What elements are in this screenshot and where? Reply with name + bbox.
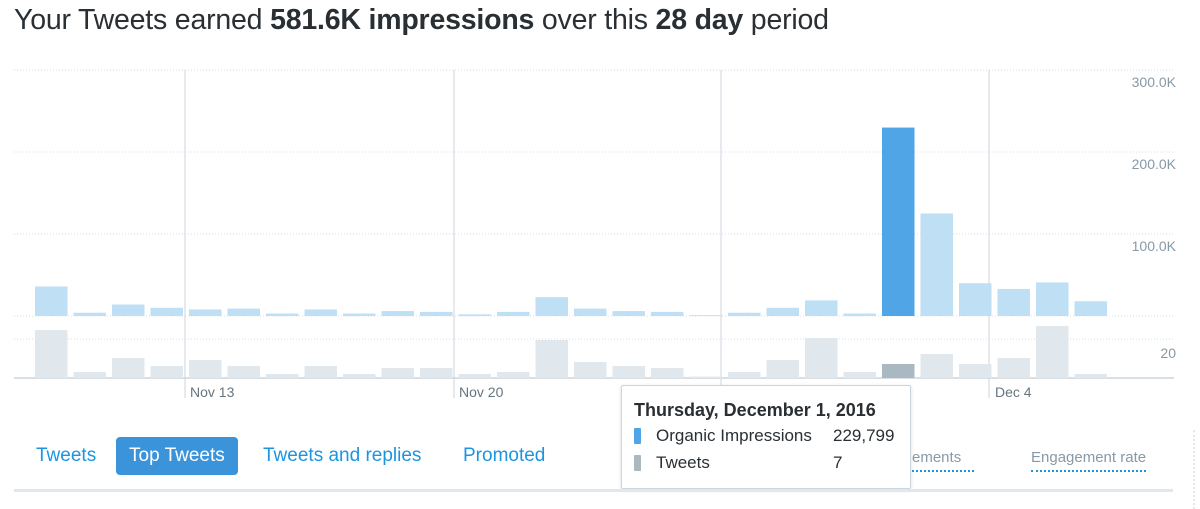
impressions-bar	[497, 311, 530, 316]
tab-tweets-and-replies[interactable]: Tweets and replies	[263, 445, 422, 466]
organic-swatch	[634, 428, 641, 444]
tweets-bar	[381, 368, 414, 378]
tweets-bar	[227, 366, 260, 378]
impressions-bar	[689, 315, 722, 316]
tweets-bar	[343, 374, 376, 378]
tweets-bar	[1036, 326, 1069, 378]
tweets-bar	[497, 372, 530, 378]
impressions-bar	[73, 312, 106, 316]
tweets-bar	[420, 368, 453, 378]
tweets-bar	[612, 366, 645, 378]
tweets-bar	[150, 366, 183, 378]
tweets-bar	[651, 368, 684, 378]
chart-tooltip: Thursday, December 1, 2016 Organic Impre…	[621, 385, 911, 489]
tweets-bar	[535, 340, 568, 378]
tweets-bar	[35, 330, 68, 378]
tooltip-value: 7	[833, 453, 843, 472]
impressions-bar	[612, 311, 645, 316]
impressions-bar	[1074, 301, 1107, 316]
tweets-bar	[997, 358, 1030, 378]
tweets-bar	[843, 372, 876, 378]
tweets-bar	[112, 358, 145, 378]
engagements-link[interactable]: ements	[912, 449, 974, 472]
impressions-bar	[35, 286, 68, 316]
tweets-bar	[266, 374, 299, 378]
tweets-bar	[766, 360, 799, 378]
tab-tweets[interactable]: Tweets	[36, 445, 97, 466]
impressions-bar	[920, 213, 953, 316]
chart-grid	[14, 69, 1174, 398]
tooltip-label: Tweets	[656, 453, 710, 472]
impressions-bar	[651, 311, 684, 316]
tweets-bar	[304, 366, 337, 378]
impressions-summary-heading: Your Tweets earned 581.6K impressions ov…	[14, 4, 829, 37]
tweets-swatch	[634, 455, 641, 471]
impressions-bar	[574, 308, 607, 316]
impressions-bar	[882, 127, 915, 316]
heading-period: 28 day	[655, 4, 744, 36]
heading-impressions: 581.6K impressions	[270, 4, 535, 36]
tooltip-row-organic: Organic Impressions 229,799	[634, 426, 904, 448]
tooltip-label: Organic Impressions	[656, 426, 812, 445]
heading-prefix: Your Tweets earned	[14, 4, 271, 36]
y-tick-label: 20	[1160, 345, 1176, 361]
x-tick-label: Nov 20	[459, 384, 504, 400]
impressions-bar	[959, 283, 992, 316]
tweets-bar	[959, 364, 992, 378]
tweets-bar	[882, 364, 915, 378]
impressions-bar	[728, 312, 761, 316]
engagement-rate-link[interactable]: Engagement rate	[1031, 449, 1147, 472]
impressions-bar	[766, 307, 799, 316]
impressions-bar	[420, 311, 453, 316]
impressions-bar	[997, 288, 1030, 316]
x-tick-label: Nov 13	[190, 384, 235, 400]
tweets-bar	[920, 354, 953, 378]
impressions-bar	[1036, 282, 1069, 316]
y-tick-label: 300.0K	[1132, 74, 1177, 90]
tweets-bar	[805, 338, 838, 378]
tweets-bar	[73, 372, 106, 378]
scroll-indicator	[1193, 430, 1197, 509]
impressions-bar	[189, 309, 222, 316]
tooltip-row-tweets: Tweets 7	[634, 453, 904, 475]
impressions-bar	[458, 314, 491, 316]
impressions-chart: 100.0K 200.0K 300.0K 20 Nov 13 Nov 20 Dec 4	[14, 69, 1177, 400]
tooltip-value: 229,799	[833, 426, 895, 445]
impressions-bar	[381, 311, 414, 316]
chart-tick-labels: 100.0K 200.0K 300.0K 20 Nov 13 Nov 20 Dec 4	[190, 74, 1177, 400]
y-tick-label: 100.0K	[1132, 238, 1177, 254]
impressions-bar	[343, 313, 376, 316]
impressions-bar	[266, 313, 299, 316]
tab-top-tweets[interactable]: Top Tweets	[116, 437, 238, 475]
impressions-bar	[535, 297, 568, 316]
tweets-bar	[574, 362, 607, 378]
impressions-bar	[843, 313, 876, 316]
tooltip-date: Thursday, December 1, 2016	[634, 400, 876, 420]
y-tick-label: 200.0K	[1132, 156, 1177, 172]
impressions-bar	[304, 309, 337, 316]
tweets-bar	[189, 360, 222, 378]
impressions-bar	[805, 300, 838, 316]
tweets-bar	[728, 372, 761, 378]
heading-suffix: period	[743, 4, 829, 36]
tabs-divider	[14, 489, 1173, 492]
chart-bars	[35, 127, 1107, 378]
tweets-bar	[689, 376, 722, 378]
tweets-bar	[458, 374, 491, 378]
heading-middle: over this	[534, 4, 656, 36]
tab-promoted[interactable]: Promoted	[463, 445, 546, 466]
impressions-bar	[227, 308, 260, 316]
impressions-bar	[150, 307, 183, 316]
tweets-bar	[1074, 374, 1107, 378]
impressions-bar	[112, 304, 145, 316]
x-tick-label: Dec 4	[995, 384, 1032, 400]
